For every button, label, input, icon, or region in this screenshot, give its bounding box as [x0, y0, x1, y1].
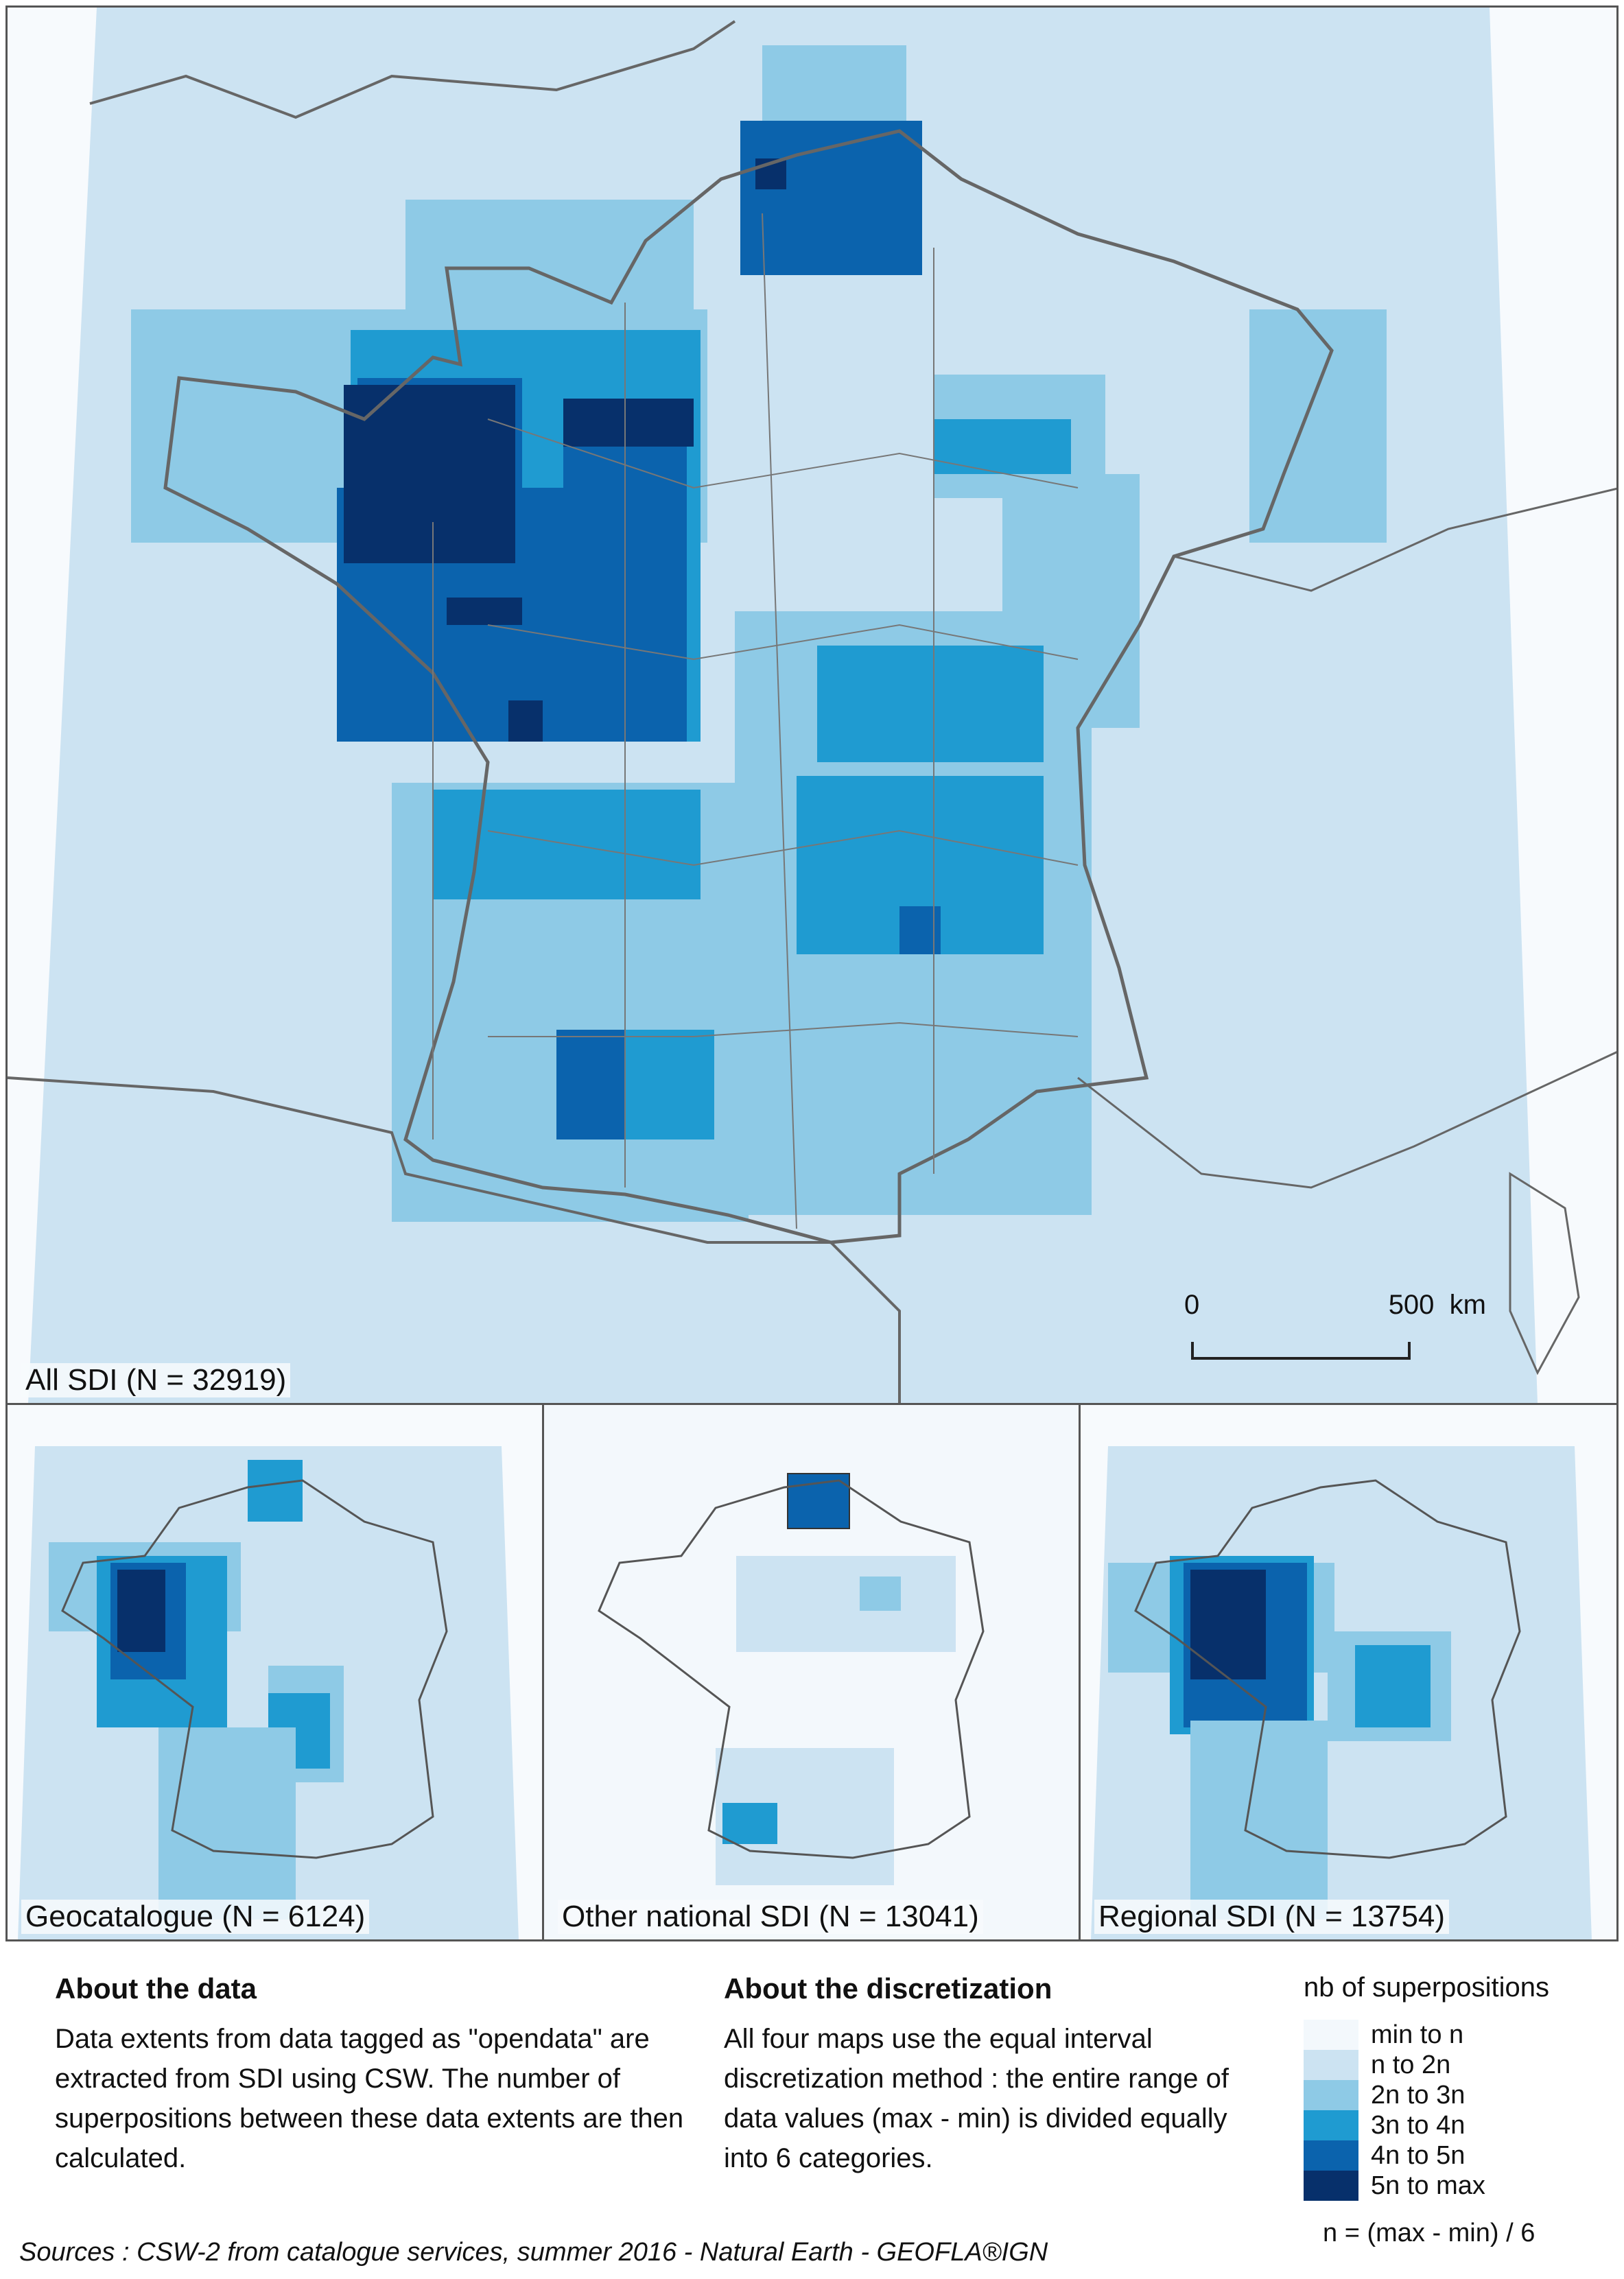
scale-bar: 0 500 km — [1184, 1290, 1486, 1365]
legend: nb of superpositions min to n n to 2n 2n… — [1304, 1972, 1605, 2248]
about-data-text: Data extents from data tagged as "openda… — [55, 2024, 684, 2173]
regional-map-label: Regional SDI (N = 13754) — [1094, 1900, 1450, 1934]
legend-row: 5n to max — [1304, 2171, 1605, 2201]
extent-5n-to-max — [344, 158, 786, 742]
about-data-title: About the data — [55, 1972, 257, 2005]
legend-formula: n = (max - min) / 6 — [1323, 2219, 1535, 2247]
about-discretization-title: About the discretization — [724, 1972, 1052, 2005]
geocatalogue-map — [18, 1446, 519, 1939]
legend-row: 2n to 3n — [1304, 2080, 1605, 2110]
italy-coast — [1077, 1051, 1616, 1189]
legend-rows: min to n n to 2n 2n to 3n 3n to 4n 4n to… — [1304, 2020, 1605, 2201]
about-discretization-section: About the discretization All four maps u… — [724, 1972, 1273, 2178]
legend-swatch — [1304, 2080, 1358, 2110]
scale-bar-line — [1191, 1342, 1411, 1360]
about-data-section: About the data Data extents from data ta… — [55, 1972, 707, 2178]
uk-coastline — [89, 20, 736, 119]
corsica-outline — [1509, 1172, 1580, 1375]
regional-map-panel: Regional SDI (N = 13754) — [1079, 1403, 1619, 1941]
legend-swatch — [1304, 2020, 1358, 2050]
legend-row: n to 2n — [1304, 2050, 1605, 2080]
legend-label: 4n to 5n — [1371, 2140, 1466, 2170]
geocatalogue-map-panel: Geocatalogue (N = 6124) — [5, 1403, 544, 1941]
main-map-label: All SDI (N = 32919) — [21, 1363, 291, 1397]
legend-swatch — [1304, 2140, 1358, 2171]
legend-swatch — [1304, 2110, 1358, 2140]
spain-border — [8, 1076, 901, 1403]
other-national-map-label: Other national SDI (N = 13041) — [558, 1900, 983, 1934]
department-boundaries — [432, 213, 1079, 1229]
france-outline — [163, 129, 1334, 1244]
legend-label: min to n — [1371, 2020, 1464, 2049]
other-national-map — [598, 1473, 985, 1885]
extent-4n-to-5n — [337, 121, 941, 1140]
main-map-panel: 0 500 km All SDI (N = 32919) — [5, 5, 1619, 1405]
legend-title: nb of superpositions — [1304, 1972, 1550, 2003]
legend-swatch — [1304, 2171, 1358, 2201]
scale-end-label: 500 km — [1388, 1290, 1486, 1320]
legend-label: 5n to max — [1371, 2171, 1485, 2200]
legend-row: min to n — [1304, 2020, 1605, 2050]
legend-row: 3n to 4n — [1304, 2110, 1605, 2140]
about-discretization-text: All four maps use the equal interval dis… — [724, 2024, 1229, 2173]
legend-label: 3n to 4n — [1371, 2110, 1466, 2140]
geocatalogue-map-label: Geocatalogue (N = 6124) — [21, 1900, 370, 1934]
main-map — [8, 8, 1616, 1403]
legend-label: 2n to 3n — [1371, 2080, 1466, 2110]
scale-start-label: 0 — [1184, 1290, 1200, 1320]
legend-swatch — [1304, 2050, 1358, 2080]
regional-map — [1091, 1446, 1592, 1939]
legend-label: n to 2n — [1371, 2050, 1451, 2079]
legend-row: 4n to 5n — [1304, 2140, 1605, 2171]
swiss-border — [1173, 487, 1616, 592]
other-national-map-panel: Other national SDI (N = 13041) — [542, 1403, 1081, 1941]
sources-note: Sources : CSW-2 from catalogue services,… — [19, 2238, 1048, 2267]
